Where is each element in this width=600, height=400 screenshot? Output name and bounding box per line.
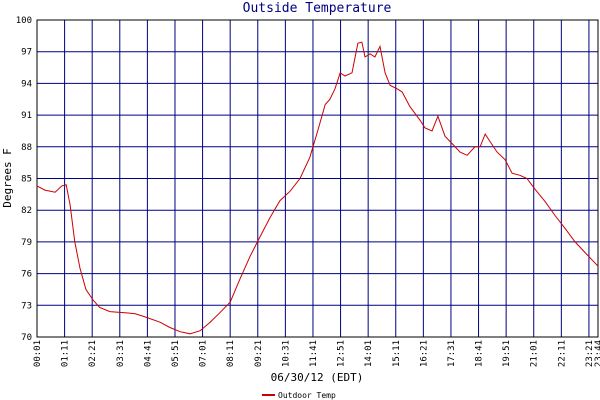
x-tick-label: 11:41	[309, 340, 319, 367]
plot-border	[36, 19, 599, 338]
y-tick-label: 79	[21, 238, 32, 248]
y-tick-label: 76	[21, 270, 32, 280]
x-tick-label: 16:21	[419, 340, 429, 367]
x-tick-label: 08:11	[226, 340, 236, 367]
x-tick-label: 04:41	[143, 340, 153, 367]
x-tick-label: 17:31	[447, 340, 457, 367]
y-tick-label: 85	[21, 175, 32, 185]
x-tick-label: 01:11	[61, 340, 71, 367]
x-tick-label: 21:01	[530, 340, 540, 367]
x-tick-label: 10:31	[281, 340, 291, 367]
x-tick-label: 09:21	[254, 340, 264, 367]
x-tick-label: 02:21	[88, 340, 98, 367]
y-tick-label: 82	[21, 206, 32, 216]
chart-title: Outside Temperature	[243, 1, 392, 16]
y-tick-label: 94	[21, 79, 32, 89]
x-tick-label: 19:51	[502, 340, 512, 367]
x-tick-label: 23:21	[585, 340, 595, 367]
x-tick-label: 14:01	[364, 340, 374, 367]
x-tick-label: 03:31	[116, 340, 126, 367]
y-tick-label: 70	[21, 333, 32, 343]
legend-label: Outdoor Temp	[278, 391, 336, 400]
data-line	[36, 41, 599, 335]
x-tick-label: 22:11	[557, 340, 567, 367]
x-tick-label: 00:01	[33, 340, 43, 367]
y-axis-label: Degrees F	[1, 148, 14, 208]
x-tick-label: 15:11	[392, 340, 402, 367]
y-tick-label: 91	[21, 111, 32, 121]
x-tick-label: 07:01	[199, 340, 209, 367]
y-tick-label: 100	[16, 16, 32, 26]
y-tick-label: 88	[21, 143, 32, 153]
x-tick-label: 12:51	[337, 340, 347, 367]
x-tick-label: 18:41	[475, 340, 485, 367]
x-axis-label: 06/30/12 (EDT)	[271, 371, 364, 384]
x-tick-label: 05:51	[171, 340, 181, 367]
x-tick-label: 23:44	[594, 340, 600, 367]
y-tick-label: 73	[21, 301, 32, 311]
y-tick-label: 97	[21, 48, 32, 58]
